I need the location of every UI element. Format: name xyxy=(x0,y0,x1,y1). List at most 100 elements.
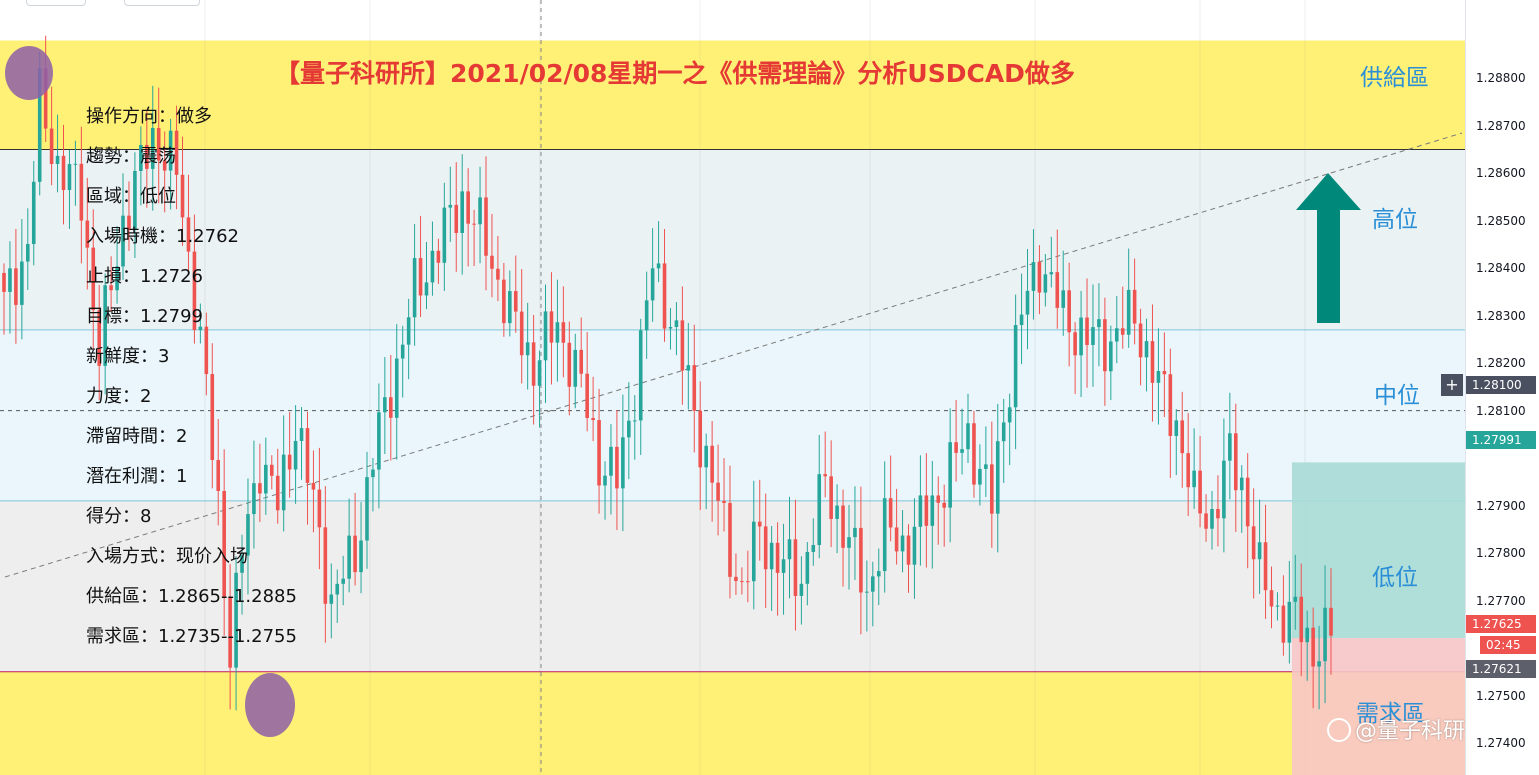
candle-body-69 xyxy=(412,258,417,318)
candle-body-30 xyxy=(180,174,185,218)
candle-body-181 xyxy=(1079,317,1083,356)
candle-body-39 xyxy=(234,572,238,668)
candle-body-154 xyxy=(918,495,923,527)
candle-body-147 xyxy=(876,571,881,577)
info-line-13: 需求區：1.2735--1.2755 xyxy=(86,626,297,647)
candle-body-140 xyxy=(835,505,839,519)
candle-body-21 xyxy=(127,215,131,230)
candle-body-143 xyxy=(853,527,857,538)
y-tick-label: 1.28400 xyxy=(1476,261,1526,276)
candle-body-9 xyxy=(55,155,60,164)
candle-body-73 xyxy=(436,250,441,263)
demand-zone-label: 需求區 xyxy=(1356,701,1425,727)
y-tick-label: 1.28600 xyxy=(1476,166,1526,181)
supply-touch-marker xyxy=(5,46,53,100)
candle-body-25 xyxy=(150,127,155,169)
candle-body-216 xyxy=(1287,601,1292,643)
entry-price-tag: 1.27621 xyxy=(1466,660,1536,678)
candle-body-129 xyxy=(769,542,774,570)
candle-body-20 xyxy=(121,215,125,267)
candle-body-223 xyxy=(1329,607,1333,636)
candle-body-106 xyxy=(632,420,637,422)
candle-body-157 xyxy=(936,495,941,503)
candle-body-37 xyxy=(222,490,226,597)
candle-body-120 xyxy=(716,482,720,501)
candle-body-178 xyxy=(1061,290,1066,308)
candle-body-60 xyxy=(359,540,363,573)
candle-body-63 xyxy=(377,412,381,470)
candle-body-176 xyxy=(1049,272,1054,275)
crosshair-add-button[interactable]: + xyxy=(1441,374,1463,396)
supply-zone-label: 供給區 xyxy=(1360,65,1429,91)
candle-body-74 xyxy=(442,207,447,263)
candle-body-78 xyxy=(466,191,470,224)
candle-body-121 xyxy=(722,500,726,503)
candle-body-66 xyxy=(394,358,399,418)
candle-body-177 xyxy=(1055,272,1060,308)
candle-body-126 xyxy=(751,521,756,582)
candle-body-105 xyxy=(627,420,631,438)
candle-body-79 xyxy=(472,223,476,225)
candle-body-97 xyxy=(579,349,584,374)
candle-body-174 xyxy=(1037,262,1042,293)
candle-body-68 xyxy=(406,317,411,345)
candle-body-10 xyxy=(61,155,66,191)
candle-body-65 xyxy=(388,397,393,418)
candle-body-155 xyxy=(924,495,929,526)
candle-body-124 xyxy=(740,581,744,583)
y-tick-label: 1.28800 xyxy=(1476,71,1526,86)
price-axis[interactable]: 1.28800 1.28700 1.28600 1.28500 1.28400 1.283… xyxy=(1465,0,1539,775)
candle-body-17 xyxy=(103,285,107,366)
demand-touch-marker xyxy=(245,673,295,737)
candle-body-172 xyxy=(1025,290,1030,315)
current-price-tag: 1.27625 xyxy=(1466,615,1536,633)
candle-body-40 xyxy=(240,555,244,573)
candle-body-182 xyxy=(1085,317,1089,345)
candle-body-170 xyxy=(1013,325,1018,408)
candle-body-139 xyxy=(829,476,833,519)
candle-body-92 xyxy=(549,311,554,343)
candle-body-57 xyxy=(341,578,345,584)
watermark: @量子科研究 xyxy=(1327,713,1487,745)
candle-body-11 xyxy=(67,164,72,191)
candle-body-48 xyxy=(287,454,292,470)
candle-body-85 xyxy=(508,291,512,324)
candle-body-210 xyxy=(1251,526,1256,560)
candle-body-168 xyxy=(1001,422,1006,442)
candle-body-87 xyxy=(519,311,524,356)
candle-body-213 xyxy=(1269,590,1274,607)
toolbar-button-right[interactable] xyxy=(124,0,200,6)
candle-body-83 xyxy=(496,268,500,280)
candle-body-32 xyxy=(192,251,197,331)
candle-body-201 xyxy=(1198,470,1202,514)
candle-body-173 xyxy=(1031,262,1036,291)
plot-svg xyxy=(0,0,1465,775)
candle-body-171 xyxy=(1019,314,1024,326)
candle-body-18 xyxy=(109,285,113,291)
candle-body-211 xyxy=(1257,542,1262,560)
candle-body-59 xyxy=(353,535,357,573)
candle-body-34 xyxy=(204,326,209,375)
candle-body-127 xyxy=(757,521,762,527)
candle-body-218 xyxy=(1299,596,1304,643)
crosshair-price-tag: 1.28100 xyxy=(1466,376,1536,394)
candle-body-76 xyxy=(454,204,459,233)
candle-body-71 xyxy=(424,282,429,296)
candle-body-164 xyxy=(978,468,982,485)
candle-body-123 xyxy=(734,576,738,582)
candle-body-26 xyxy=(156,127,161,161)
candle-body-29 xyxy=(174,130,179,175)
candle-body-169 xyxy=(1007,407,1012,423)
candle-body-187 xyxy=(1114,328,1119,342)
candle-body-131 xyxy=(781,559,786,573)
candle-body-136 xyxy=(811,545,816,552)
candle-body-31 xyxy=(186,217,191,252)
candle-body-28 xyxy=(168,130,173,171)
plot-area[interactable]: 【量子科研所】2021/02/08星期一之《供需理論》分析USDCAD做多 供給… xyxy=(0,0,1487,775)
candle-body-207 xyxy=(1233,433,1238,491)
toolbar-button-left[interactable] xyxy=(26,0,86,6)
candle-body-98 xyxy=(585,373,589,418)
candle-body-4 xyxy=(26,244,30,262)
candle-body-138 xyxy=(823,474,827,477)
y-tick-label: 1.27800 xyxy=(1476,546,1526,561)
